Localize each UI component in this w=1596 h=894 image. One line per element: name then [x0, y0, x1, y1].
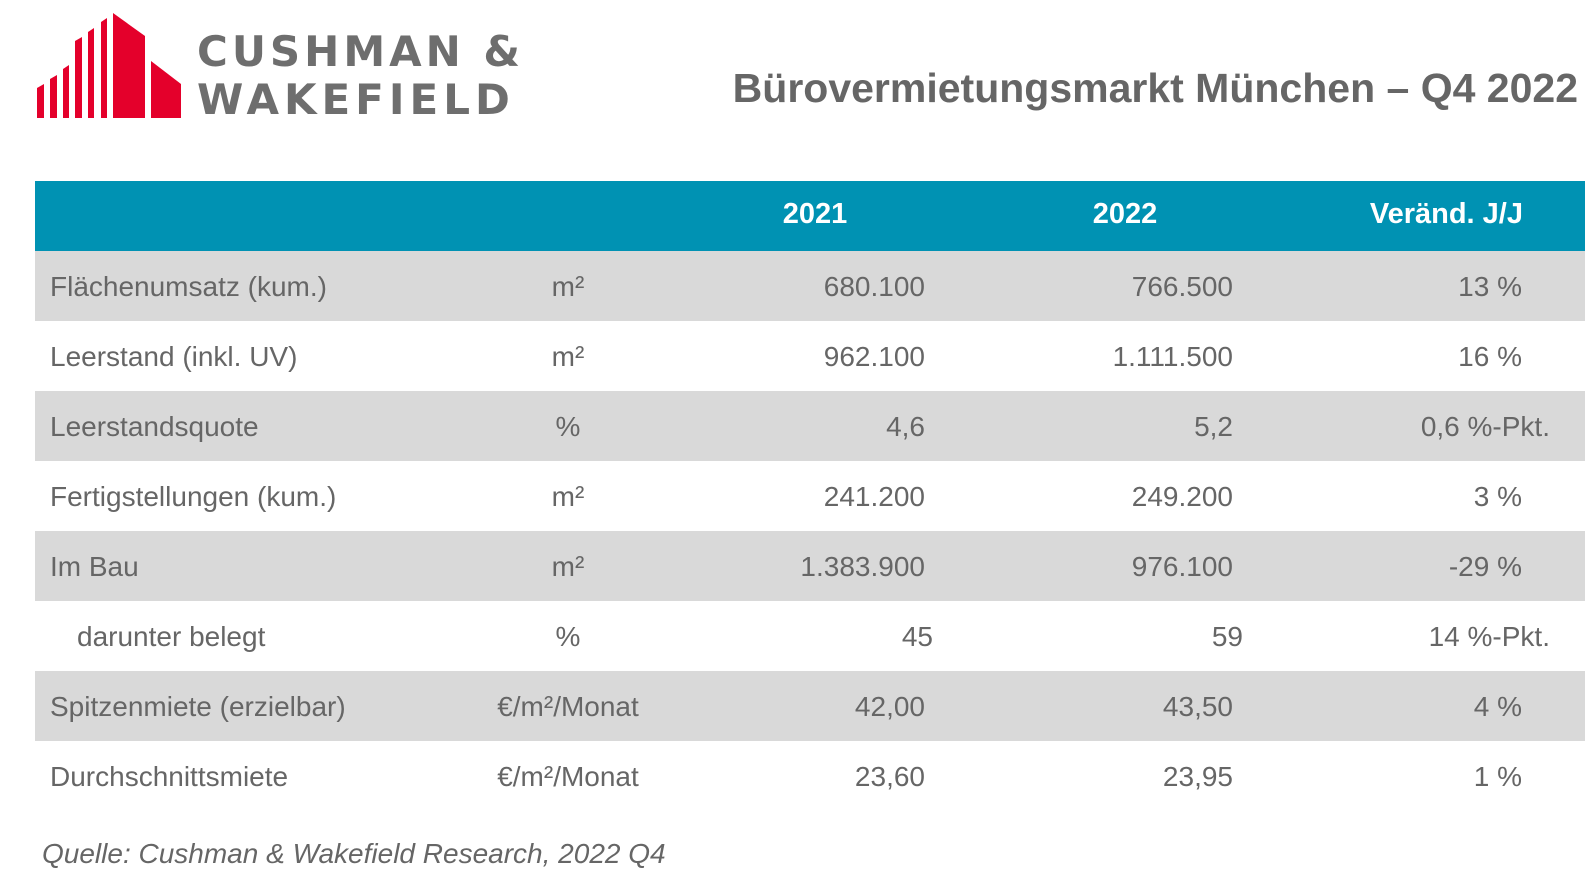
row-value-2022: 59: [1211, 621, 1243, 652]
row-change: 14 %-Pkt.: [1428, 621, 1550, 652]
row-change: 4 %: [1473, 691, 1522, 722]
row-value-2022: 766.500: [1131, 271, 1233, 302]
row-label: darunter belegt: [77, 621, 266, 652]
row-unit: %: [555, 621, 581, 652]
row-label: Fertigstellungen (kum.): [50, 481, 337, 512]
header-2022: 2022: [1092, 198, 1158, 230]
row-value-2022: 976.100: [1131, 551, 1233, 582]
row-label: Flächenumsatz (kum.): [50, 271, 327, 302]
row-value-2021: 23,60: [854, 761, 925, 792]
logo-text-cushman: CUSHMAN &: [197, 27, 525, 76]
row-change: 16 %: [1458, 341, 1522, 372]
row-unit: m²: [551, 481, 585, 512]
row-label: Durchschnittsmiete: [50, 761, 289, 792]
row-value-2022: 1.111.500: [1112, 341, 1233, 372]
row-change: 13 %: [1458, 271, 1522, 302]
table-row: Fertigstellungen (kum.) m² 241.200 249.2…: [35, 461, 1585, 531]
office-market-table: 2021 2022 Veränd. J/J Flächenumsatz (kum…: [35, 181, 1585, 811]
row-value-2022: 23,95: [1162, 761, 1233, 792]
table-row: Spitzenmiete (erzielbar) €/m²/Monat 42,0…: [35, 671, 1585, 741]
row-value-2021: 241.200: [823, 481, 925, 512]
row-change: 1 %: [1473, 761, 1522, 792]
row-unit: m²: [551, 271, 585, 302]
cushman-wakefield-logo: CUSHMAN & WAKEFIELD: [0, 0, 560, 140]
row-value-2021: 4,6: [886, 411, 925, 442]
row-change: 0,6 %-Pkt.: [1420, 411, 1550, 442]
row-label: Leerstandsquote: [50, 411, 259, 442]
row-value-2022: 43,50: [1162, 691, 1233, 722]
row-unit: m²: [551, 341, 585, 372]
row-change: -29 %: [1448, 551, 1522, 582]
row-label: Spitzenmiete (erzielbar): [50, 691, 346, 722]
header-change-yoy: Veränd. J/J: [1369, 198, 1523, 230]
row-label: Im Bau: [50, 551, 139, 582]
building-logo-icon: [37, 13, 181, 118]
table-row: Leerstand (inkl. UV) m² 962.100 1.111.50…: [35, 321, 1585, 391]
row-unit: €/m²/Monat: [497, 761, 639, 792]
row-value-2021: 680.100: [823, 271, 925, 302]
row-value-2021: 45: [901, 621, 933, 652]
logo-text-wakefield: WAKEFIELD: [197, 75, 515, 124]
row-value-2021: 962.100: [823, 341, 925, 372]
row-unit: €/m²/Monat: [497, 691, 639, 722]
row-label: Leerstand (inkl. UV): [50, 341, 298, 372]
table-row: Flächenumsatz (kum.) m² 680.100 766.500 …: [35, 251, 1585, 321]
table-row: Leerstandsquote % 4,6 5,2 0,6 %-Pkt.: [35, 391, 1585, 461]
table-row: Durchschnittsmiete €/m²/Monat 23,60 23,9…: [35, 741, 1585, 811]
table-row: darunter belegt % 45 59 14 %-Pkt.: [35, 601, 1585, 671]
page-title: Bürovermietungsmarkt München – Q4 2022: [732, 65, 1578, 111]
header-2021: 2021: [782, 198, 848, 230]
row-value-2022: 249.200: [1131, 481, 1233, 512]
row-unit: m²: [551, 551, 585, 582]
row-value-2021: 42,00: [854, 691, 925, 722]
row-value-2022: 5,2: [1194, 411, 1233, 442]
row-change: 3 %: [1473, 481, 1522, 512]
table-row: Im Bau m² 1.383.900 976.100 -29 %: [35, 531, 1585, 601]
source-note: Quelle: Cushman & Wakefield Research, 20…: [42, 838, 666, 869]
table-header-row: 2021 2022 Veränd. J/J: [35, 181, 1585, 251]
row-value-2021: 1.383.900: [800, 551, 925, 582]
row-unit: %: [555, 411, 581, 442]
